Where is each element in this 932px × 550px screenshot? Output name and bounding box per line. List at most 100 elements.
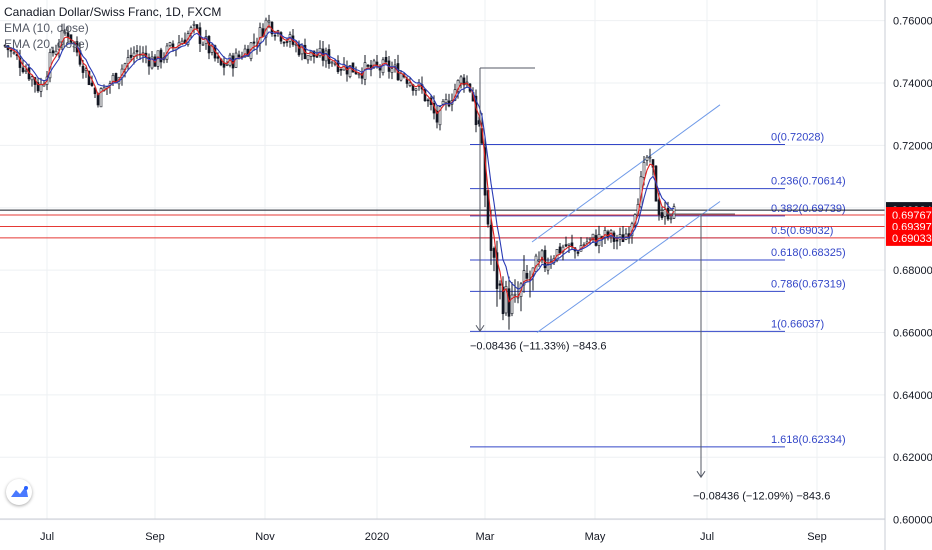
candle-body: [99, 88, 103, 108]
candle-body: [648, 156, 652, 159]
candle-body: [36, 82, 40, 92]
y-tick-label: 0.74000: [893, 78, 932, 90]
candle-body: [456, 80, 460, 92]
candle-body: [30, 76, 34, 81]
candle-body: [306, 55, 310, 61]
candle-body: [504, 286, 508, 314]
candle-body: [21, 67, 25, 73]
candle-body: [660, 212, 664, 218]
candle-body: [9, 49, 13, 52]
candle-body: [324, 50, 328, 62]
candle-body: [63, 31, 67, 34]
candle-body: [564, 244, 568, 247]
candle-body: [657, 199, 661, 215]
x-tick-label: Nov: [255, 531, 275, 543]
fib-level-label: 1.618(0.62334): [771, 434, 846, 446]
x-tick-label: Sep: [807, 531, 827, 543]
candle-body: [444, 99, 448, 103]
measure-arrowhead-icon: [475, 324, 485, 333]
fib-level-label: 1(0.66037): [771, 318, 824, 330]
y-tick-label: 0.66000: [893, 327, 932, 339]
candle-body: [462, 77, 466, 86]
ema-fast-line: [4, 24, 675, 303]
ema-slow-line: [4, 31, 675, 290]
candle-body: [426, 99, 430, 102]
price-channel[interactable]: [531, 104, 721, 333]
candle-body: [588, 237, 592, 240]
candle-body: [147, 57, 151, 67]
candle-body: [510, 294, 514, 314]
y-tick-label: 0.62000: [893, 452, 932, 464]
candle-body: [489, 224, 493, 251]
candle-body: [513, 293, 517, 296]
fib-level-label: 0.5(0.69032): [771, 225, 833, 237]
candle-body: [87, 70, 91, 86]
measure-label: −0.08436 (−11.33%) −843.6: [470, 341, 607, 353]
candle-body: [12, 52, 16, 54]
candle-body: [258, 27, 262, 45]
ema-lines: [4, 24, 675, 303]
candle-body: [615, 239, 619, 242]
candle-body: [90, 82, 94, 86]
horizontal-lines[interactable]: [0, 209, 885, 239]
candle-body: [561, 246, 565, 253]
measure-tools[interactable]: −0.08436 (−11.33%) −843.6 −0.08436 (−12.0…: [470, 67, 830, 502]
candle-body: [285, 41, 289, 43]
candle-body: [243, 48, 247, 58]
candle-body: [567, 243, 571, 246]
candle-body: [192, 23, 196, 26]
fib-level-label: 0.236(0.70614): [771, 176, 846, 188]
candle-body: [438, 106, 442, 126]
price-badge-label: 0.69033: [892, 233, 932, 245]
fib-level-label: 0.382(0.69739): [771, 203, 846, 215]
candle-body: [582, 244, 586, 246]
measure-label: −0.08436 (−12.09%) −843.6: [693, 490, 830, 502]
candle-body: [357, 73, 361, 76]
candle-body: [54, 50, 58, 55]
candle-body: [180, 40, 184, 45]
candle-body: [96, 94, 100, 106]
candle-body: [216, 56, 220, 59]
legend-ema-slow: EMA (20, close): [4, 37, 89, 51]
candle-body: [345, 66, 349, 75]
candlesticks: [3, 14, 676, 330]
candle-body: [390, 68, 394, 73]
candle-body: [282, 41, 286, 44]
fibonacci-retracement[interactable]: 0(0.72028) 0.236(0.70614) 0.382(0.69739) 0.…: [470, 131, 846, 448]
candle-body: [201, 43, 205, 46]
fib-level-label: 0.618(0.68325): [771, 247, 846, 259]
candle-body: [273, 34, 277, 37]
y-tick-label: 0.64000: [893, 390, 932, 402]
candle-body: [60, 29, 64, 45]
x-tick-label: Sep: [145, 531, 165, 543]
candle-body: [498, 283, 502, 286]
candle-body: [414, 88, 418, 91]
candle-body: [558, 246, 562, 254]
candle-body: [546, 264, 550, 271]
candle-body: [522, 270, 526, 286]
legend-ema-fast: EMA (10, close): [4, 21, 89, 35]
candle-body: [645, 156, 649, 161]
tradingview-logo-icon: [6, 479, 32, 505]
candle-body: [225, 64, 229, 66]
candle-body: [339, 69, 343, 71]
candle-body: [366, 64, 370, 67]
candle-body: [669, 217, 673, 220]
chart-legend: Canadian Dollar/Swiss Franc, 1D, FXCM EM…: [4, 4, 221, 52]
candle-body: [408, 82, 412, 86]
channel-line[interactable]: [536, 201, 721, 333]
candle-body: [150, 56, 154, 69]
y-tick-label: 0.68000: [893, 265, 932, 277]
candle-body: [267, 20, 271, 23]
y-axis[interactable]: 0.760000.740000.720000.700000.680000.660…: [884, 0, 932, 550]
candle-body: [168, 42, 172, 46]
candle-body: [525, 273, 529, 279]
candle-body: [384, 56, 388, 63]
candle-body: [441, 101, 445, 105]
candle-body: [507, 288, 511, 317]
candle-body: [399, 73, 403, 81]
candle-body: [237, 54, 241, 58]
channel-line[interactable]: [531, 104, 721, 243]
candle-body: [591, 233, 595, 238]
